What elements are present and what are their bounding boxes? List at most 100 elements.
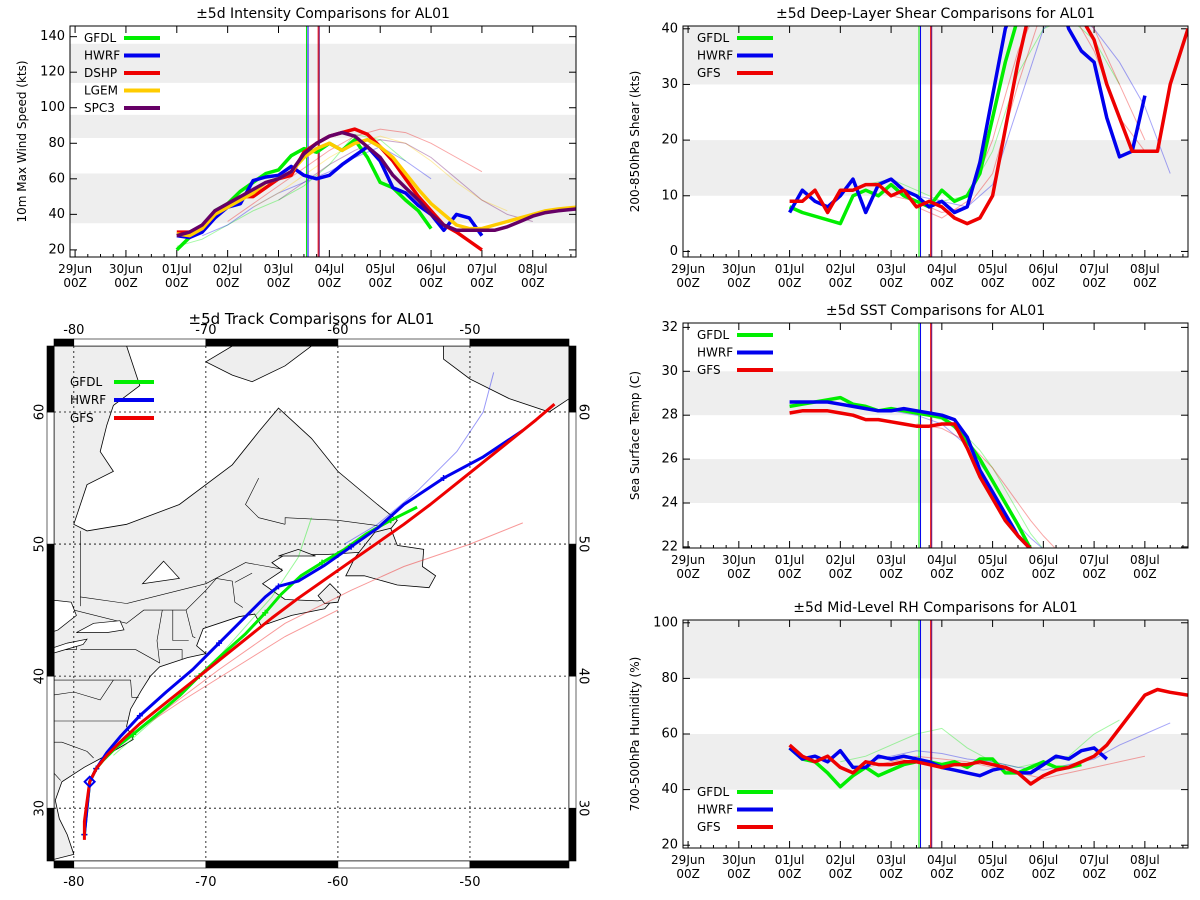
- shear-plot-area: [788, 26, 1188, 257]
- sst-series-gfs: [789, 409, 1032, 548]
- shear-xtick-label-0: 29Jun: [671, 262, 705, 276]
- intensity-faint-spc3-4: [278, 139, 533, 222]
- political-border-11: [54, 679, 114, 701]
- political-border-3: [80, 610, 163, 664]
- sst-band-1: [683, 371, 1188, 416]
- sst-ytick-label-3: 28: [661, 408, 678, 423]
- intensity-plot-area: [175, 26, 576, 257]
- intensity-ylabel: 10m Max Wind Speed (kts): [15, 60, 29, 222]
- rh-ytick-label-1: 40: [661, 782, 678, 797]
- track-gfdl-point: [262, 609, 269, 616]
- political-border-5: [54, 741, 94, 759]
- intensity-xtick-sublabel-0: 00Z: [63, 276, 87, 290]
- shear-xtick-sublabel-9: 00Z: [1133, 276, 1157, 290]
- track-hwrf-point: [216, 640, 223, 647]
- track-gfdl-point: [130, 731, 137, 738]
- sst-ytick-label-2: 26: [661, 452, 678, 467]
- track-faint-gfdl-0: [113, 517, 312, 756]
- lat-label-left-2: 50: [33, 536, 48, 553]
- shear-xtick-sublabel-1: 00Z: [727, 276, 751, 290]
- map-border-right: [568, 807, 577, 862]
- intensity-xtick-label-5: 04Jul: [314, 262, 344, 276]
- shear-xtick-sublabel-8: 00Z: [1082, 276, 1106, 290]
- sst-title: ±5d SST Comparisons for AL01: [826, 303, 1045, 319]
- shear-xtick-label-8: 07Jul: [1079, 262, 1109, 276]
- intensity-xtick-label-8: 07Jul: [467, 262, 497, 276]
- rh-ytick-label-3: 80: [661, 671, 678, 686]
- intensity-legend-dshp-label: DSHP: [84, 66, 117, 80]
- map-border-bottom: [469, 860, 570, 869]
- rh-faint-hwrf-1: [865, 722, 1171, 771]
- track-start-marker: [83, 775, 97, 789]
- sst-xtick-sublabel-7: 00Z: [1032, 567, 1056, 581]
- rh-xtick-sublabel-6: 00Z: [981, 867, 1005, 881]
- rh-xtick-label-8: 07Jul: [1079, 853, 1109, 867]
- intensity-xtick-label-1: 30Jun: [109, 262, 143, 276]
- political-border-8: [185, 610, 196, 639]
- lon-label-bottom-2: -60: [327, 875, 348, 890]
- shear-xtick-sublabel-7: 00Z: [1032, 276, 1056, 290]
- track-hwrf-point: [348, 543, 355, 550]
- sst-ytick-label-5: 32: [661, 320, 678, 335]
- intensity-band-0: [70, 173, 576, 224]
- political-border-13: [80, 562, 283, 604]
- intensity-ytick-label-0: 20: [48, 242, 65, 257]
- sst-legend-hwrf-label: HWRF: [697, 346, 733, 360]
- track-chart: ±5d Track Comparisons for AL01 -80 -80 -70 -…: [33, 310, 591, 890]
- intensity-xtick-sublabel-2: 00Z: [165, 276, 189, 290]
- intensity-series-spc3: [176, 130, 576, 238]
- political-border-2: [54, 679, 139, 698]
- shear-xtick-label-7: 06Jul: [1028, 262, 1058, 276]
- shear-ytick-label-3: 30: [661, 77, 678, 92]
- track-legend-gfs-label: GFS: [70, 411, 94, 425]
- track-map-area: [54, 346, 569, 861]
- political-border-0: [54, 578, 243, 624]
- rh-xtick-label-3: 02Jul: [825, 853, 855, 867]
- rh-xtick-label-7: 06Jul: [1028, 853, 1058, 867]
- track-legend-gfdl-label: GFDL: [70, 375, 102, 389]
- rh-series-hwrf: [788, 746, 1108, 778]
- track-faint-gfs-3: [119, 609, 339, 743]
- rh-ytick-label-4: 100: [653, 615, 678, 630]
- map-border-left: [46, 807, 55, 862]
- intensity-ytick-label-3: 80: [48, 136, 65, 151]
- sst-xtick-sublabel-6: 00Z: [981, 567, 1005, 581]
- rh-xtick-label-5: 04Jul: [927, 853, 957, 867]
- shear-xtick-label-1: 30Jun: [722, 262, 756, 276]
- sst-xtick-label-6: 05Jul: [978, 553, 1008, 567]
- track-gfdl-point: [319, 559, 326, 566]
- nova-scotia-island: [317, 583, 342, 604]
- intensity-band-2: [70, 43, 576, 83]
- rh-xtick-sublabel-8: 00Z: [1082, 867, 1106, 881]
- shear-frame: [682, 25, 1189, 258]
- intensity-xtick-label-0: 29Jun: [58, 262, 92, 276]
- rh-legend-gfdl-label: GFDL: [697, 785, 729, 799]
- lat-label-left-1: 40: [33, 668, 48, 685]
- map-border-left: [46, 411, 55, 545]
- greenland-land: [443, 346, 569, 413]
- track-gfs: [82, 402, 556, 840]
- rh-frame: [682, 619, 1189, 849]
- sst-chart: ±5d SST Comparisons for AL01 Sea Surface …: [628, 303, 1189, 581]
- shear-xtick-sublabel-5: 00Z: [930, 276, 954, 290]
- intensity-frame: [69, 25, 577, 258]
- rh-ytick-label-2: 60: [661, 727, 678, 742]
- lon-label-top-1: -70: [195, 323, 216, 338]
- intensity-faint-lgem-3: [252, 135, 508, 212]
- intensity-ytick-label-6: 140: [40, 29, 65, 44]
- sst-frame: [682, 322, 1189, 549]
- track-hwrf-point: [440, 475, 447, 482]
- intensity-xtick-label-7: 06Jul: [416, 262, 446, 276]
- lon-label-bottom-3: -50: [459, 875, 480, 890]
- sst-xtick-label-2: 01Jul: [775, 553, 805, 567]
- intensity-xtick-sublabel-6: 00Z: [368, 276, 392, 290]
- intensity-xtick-sublabel-8: 00Z: [470, 276, 494, 290]
- intensity-xtick-label-9: 08Jul: [518, 262, 548, 276]
- shear-legend-hwrf-label: HWRF: [697, 49, 733, 63]
- shear-legend-gfs-label: GFS: [697, 66, 721, 80]
- shear-ytick-label-2: 20: [661, 133, 678, 148]
- map-border-right: [568, 675, 577, 809]
- sst-ytick-label-0: 22: [661, 539, 678, 554]
- rh-xtick-sublabel-7: 00Z: [1032, 867, 1056, 881]
- shear-xtick-label-5: 04Jul: [927, 262, 957, 276]
